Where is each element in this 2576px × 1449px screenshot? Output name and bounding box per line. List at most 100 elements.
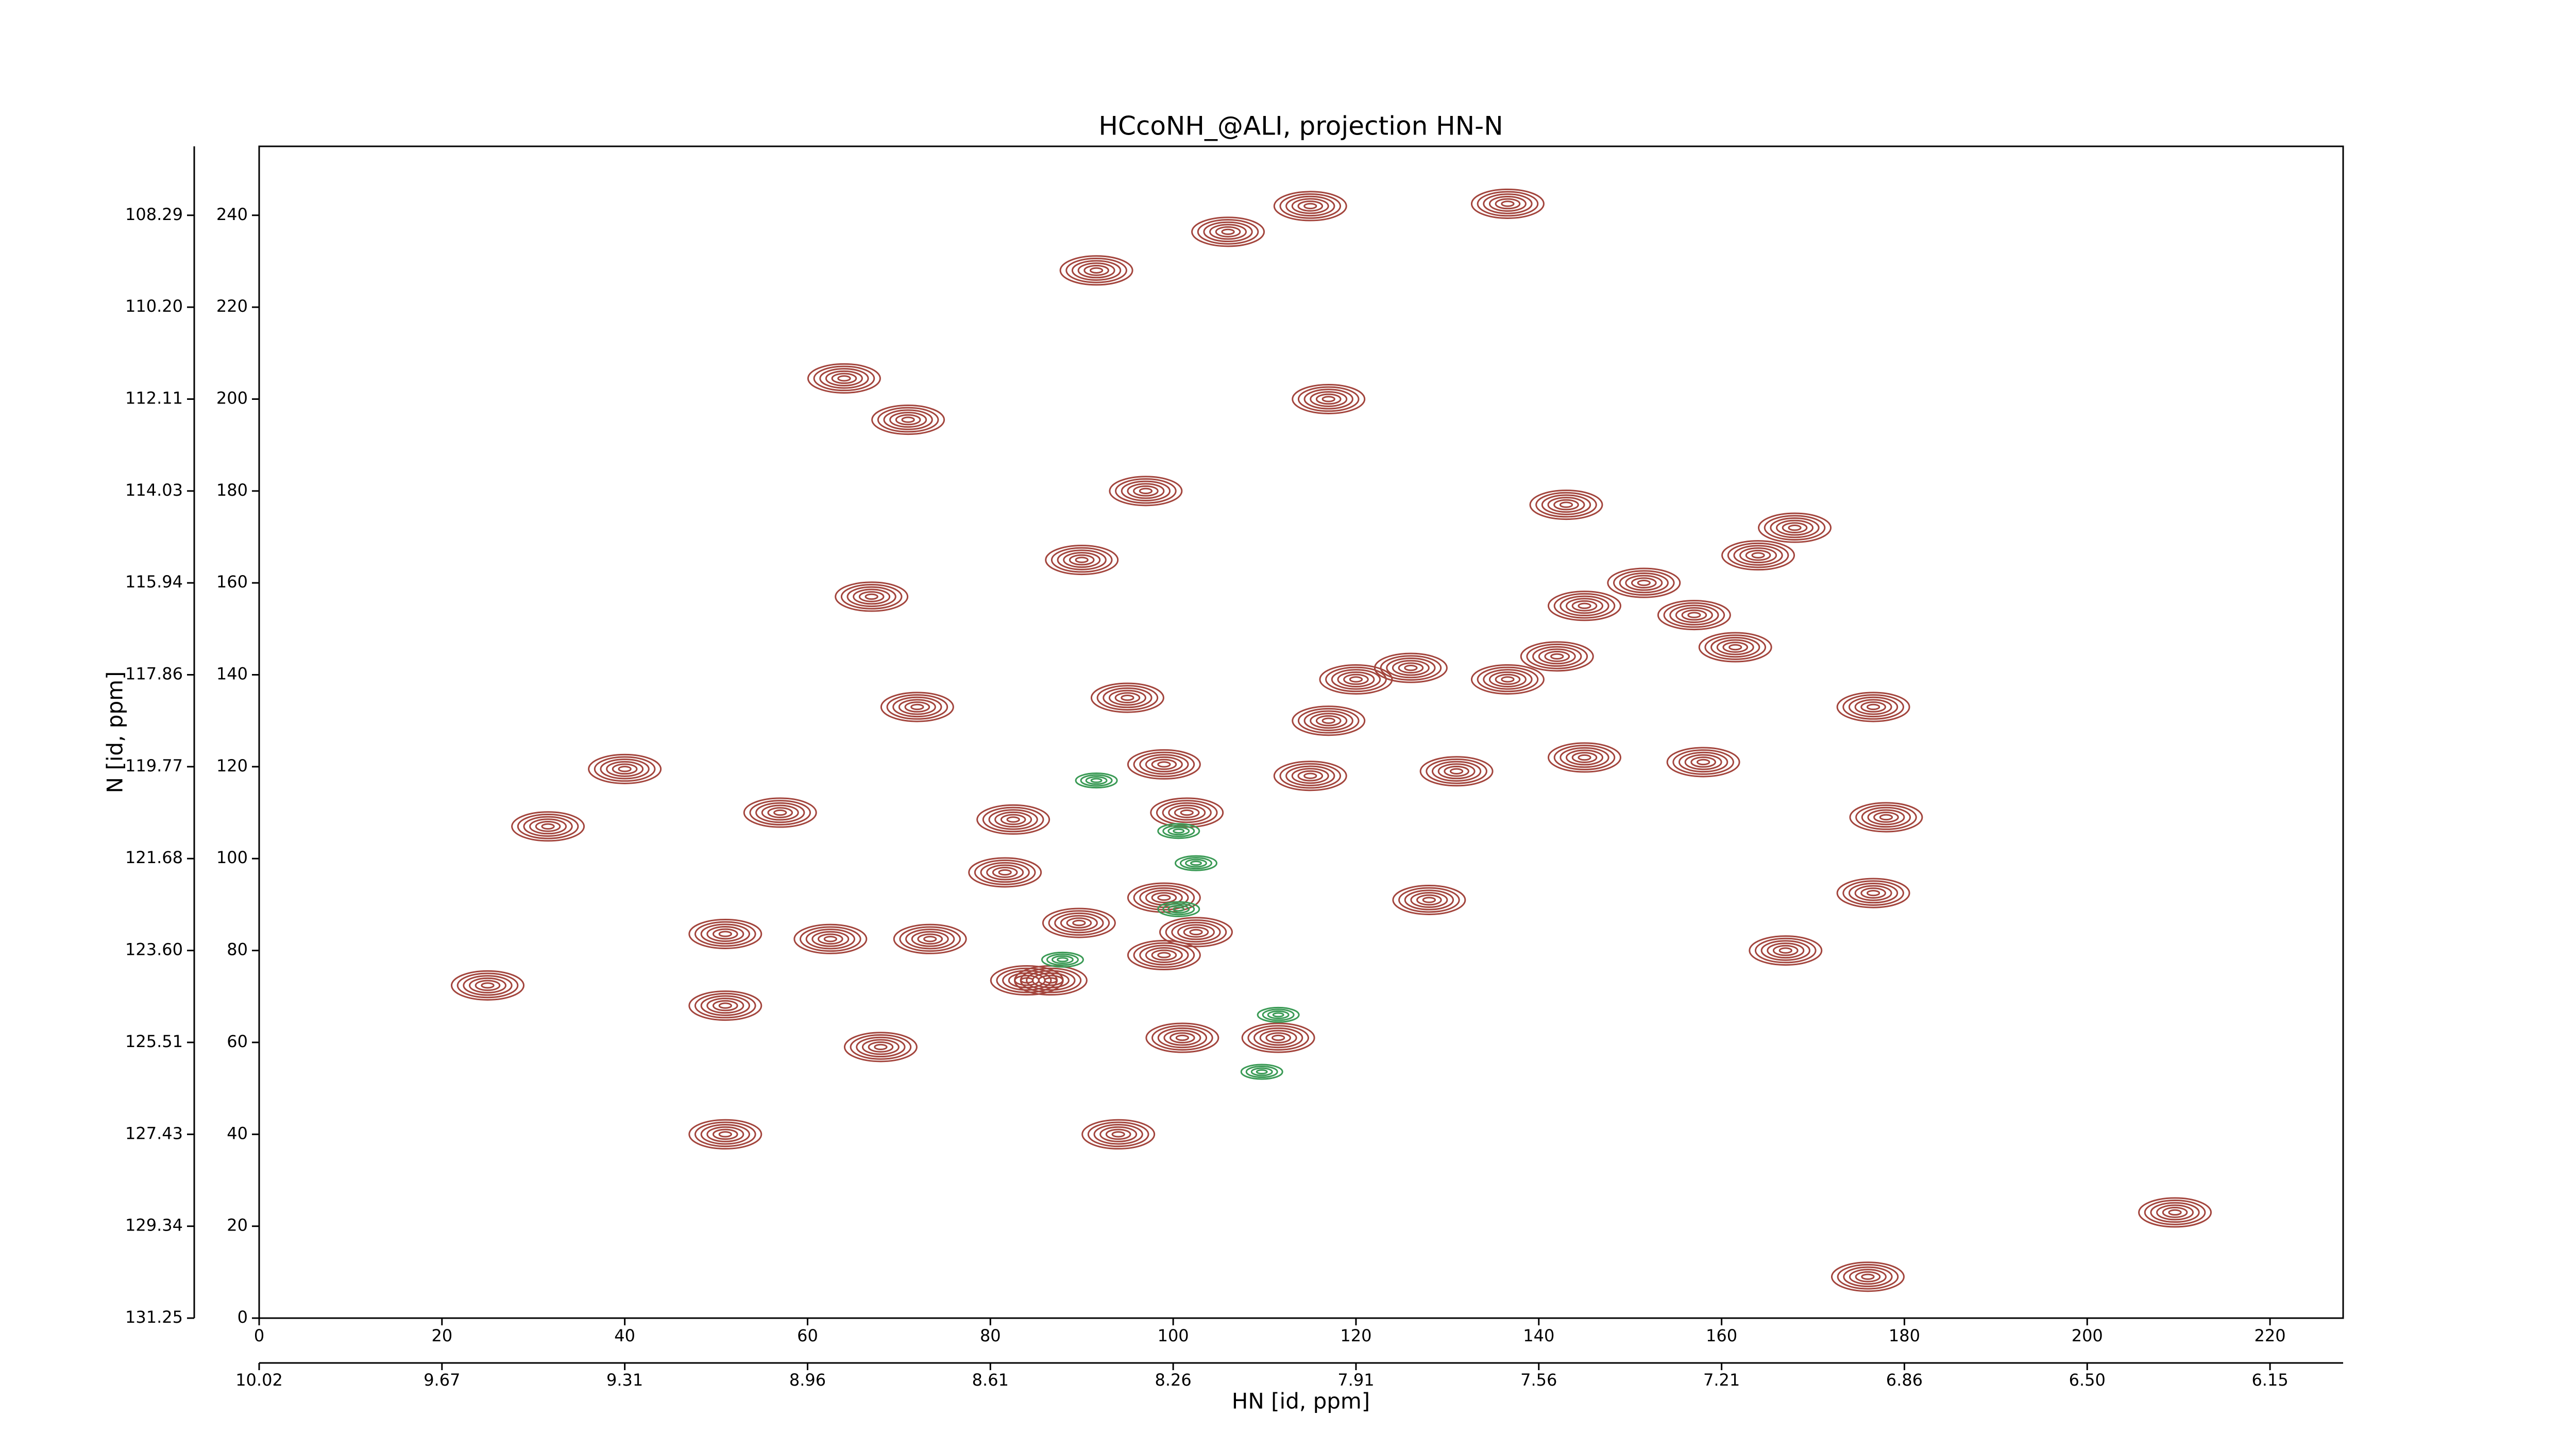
plot-frame — [258, 145, 2344, 1319]
contour-level — [451, 970, 525, 1001]
contour-level — [1127, 940, 1201, 971]
contour-level — [456, 972, 519, 999]
contour-level — [1495, 198, 1521, 210]
contour-level — [1488, 671, 1527, 687]
contour-level — [1739, 547, 1777, 564]
x2-tick-label: 8.61 — [972, 1370, 1009, 1390]
contour-level — [1553, 499, 1579, 511]
contour-level — [837, 375, 851, 382]
contour-level — [871, 405, 945, 435]
contour-level — [1271, 1034, 1285, 1041]
x2-tick-label: 9.67 — [423, 1370, 460, 1390]
contour-level — [1291, 768, 1329, 784]
y-tick-label: 180 — [216, 480, 248, 500]
contour-level — [835, 581, 909, 612]
y2-tick-label: 119.77 — [125, 756, 183, 776]
contour-level — [1550, 653, 1564, 660]
contour-level — [517, 813, 579, 839]
contour-level — [541, 823, 555, 830]
contour-level — [1250, 1067, 1273, 1076]
contour-level — [1637, 580, 1651, 586]
contour-level — [1842, 694, 1904, 720]
contour-level — [1547, 497, 1585, 513]
y-tick-label: 220 — [216, 296, 248, 316]
contour-level — [1175, 1034, 1190, 1041]
x2-tick-label: 9.31 — [606, 1370, 643, 1390]
contour-level — [1157, 823, 1200, 839]
y-axis-label: N [id, ppm] — [103, 671, 128, 794]
contour-level — [1861, 1273, 1875, 1280]
contour-level — [1538, 648, 1576, 665]
contour-level — [986, 864, 1024, 881]
contour-level — [481, 982, 495, 989]
contour-level — [1174, 855, 1217, 871]
contour-level — [1477, 191, 1539, 217]
y-tick-label: 80 — [227, 940, 248, 959]
contour-level — [1083, 264, 1109, 276]
contour-level — [823, 936, 837, 942]
contour-level — [1657, 600, 1731, 631]
contour-level — [1710, 636, 1760, 658]
contour-level — [1879, 814, 1893, 821]
contour-level — [1672, 749, 1734, 775]
contour-level — [1398, 662, 1424, 673]
contour-level — [1854, 885, 1892, 901]
contour-level — [1167, 904, 1190, 914]
x-tick-label: 0 — [254, 1326, 264, 1345]
contour-level — [1115, 478, 1177, 504]
contour-level — [1046, 953, 1079, 966]
contour-level — [1273, 191, 1347, 222]
contour-level — [994, 811, 1032, 828]
contour-level — [1437, 763, 1476, 780]
contour-level — [1495, 673, 1521, 685]
contour-level — [1054, 912, 1104, 934]
y-tick-label: 140 — [216, 664, 248, 684]
contour-level — [1297, 770, 1324, 782]
contour-level — [1619, 572, 1669, 594]
y2-tick-label: 110.20 — [125, 296, 183, 316]
contour-level — [1374, 652, 1448, 683]
contour-level — [688, 918, 762, 949]
contour-level — [1139, 754, 1189, 775]
contour-level — [1038, 974, 1064, 986]
contour-level — [718, 1002, 732, 1009]
contour-level — [980, 862, 1030, 883]
contour-level — [1535, 492, 1597, 518]
contour-level — [1571, 752, 1598, 763]
contour-level — [1105, 1128, 1131, 1140]
contour-level — [1026, 970, 1076, 991]
contour-level — [1849, 802, 1923, 833]
contour-level — [1168, 804, 1206, 821]
contour-level — [1157, 894, 1171, 901]
contour-level — [1089, 267, 1104, 274]
contour-level — [1121, 694, 1134, 701]
contour-level — [1477, 666, 1539, 693]
contour-level — [1133, 942, 1195, 968]
contour-level — [895, 414, 921, 426]
contour-level — [1279, 193, 1342, 219]
contour-level — [1163, 1030, 1201, 1046]
contour-level — [712, 1128, 738, 1140]
contour-level — [1666, 747, 1740, 778]
contour-level — [1042, 907, 1116, 938]
contour-level — [1319, 664, 1393, 695]
contour-level — [1483, 193, 1533, 214]
contour-level — [1066, 917, 1092, 929]
contour-level — [1547, 591, 1621, 621]
contour-level — [474, 980, 501, 991]
contour-level — [1565, 598, 1603, 614]
contour-level — [1760, 940, 1810, 961]
contour-level — [886, 694, 948, 720]
contour-level — [817, 933, 843, 945]
contour-level — [1831, 1261, 1905, 1292]
contour-level — [1681, 609, 1707, 621]
contour-level — [1836, 878, 1910, 908]
contour-level — [1133, 751, 1195, 778]
contour-level — [2138, 1197, 2212, 1228]
y2-tick-label: 127.43 — [125, 1123, 183, 1143]
contour-level — [1392, 884, 1466, 915]
contour-level — [1565, 749, 1603, 766]
contour-level — [846, 586, 896, 608]
contour-level — [1173, 828, 1185, 834]
contour-level — [923, 936, 937, 942]
